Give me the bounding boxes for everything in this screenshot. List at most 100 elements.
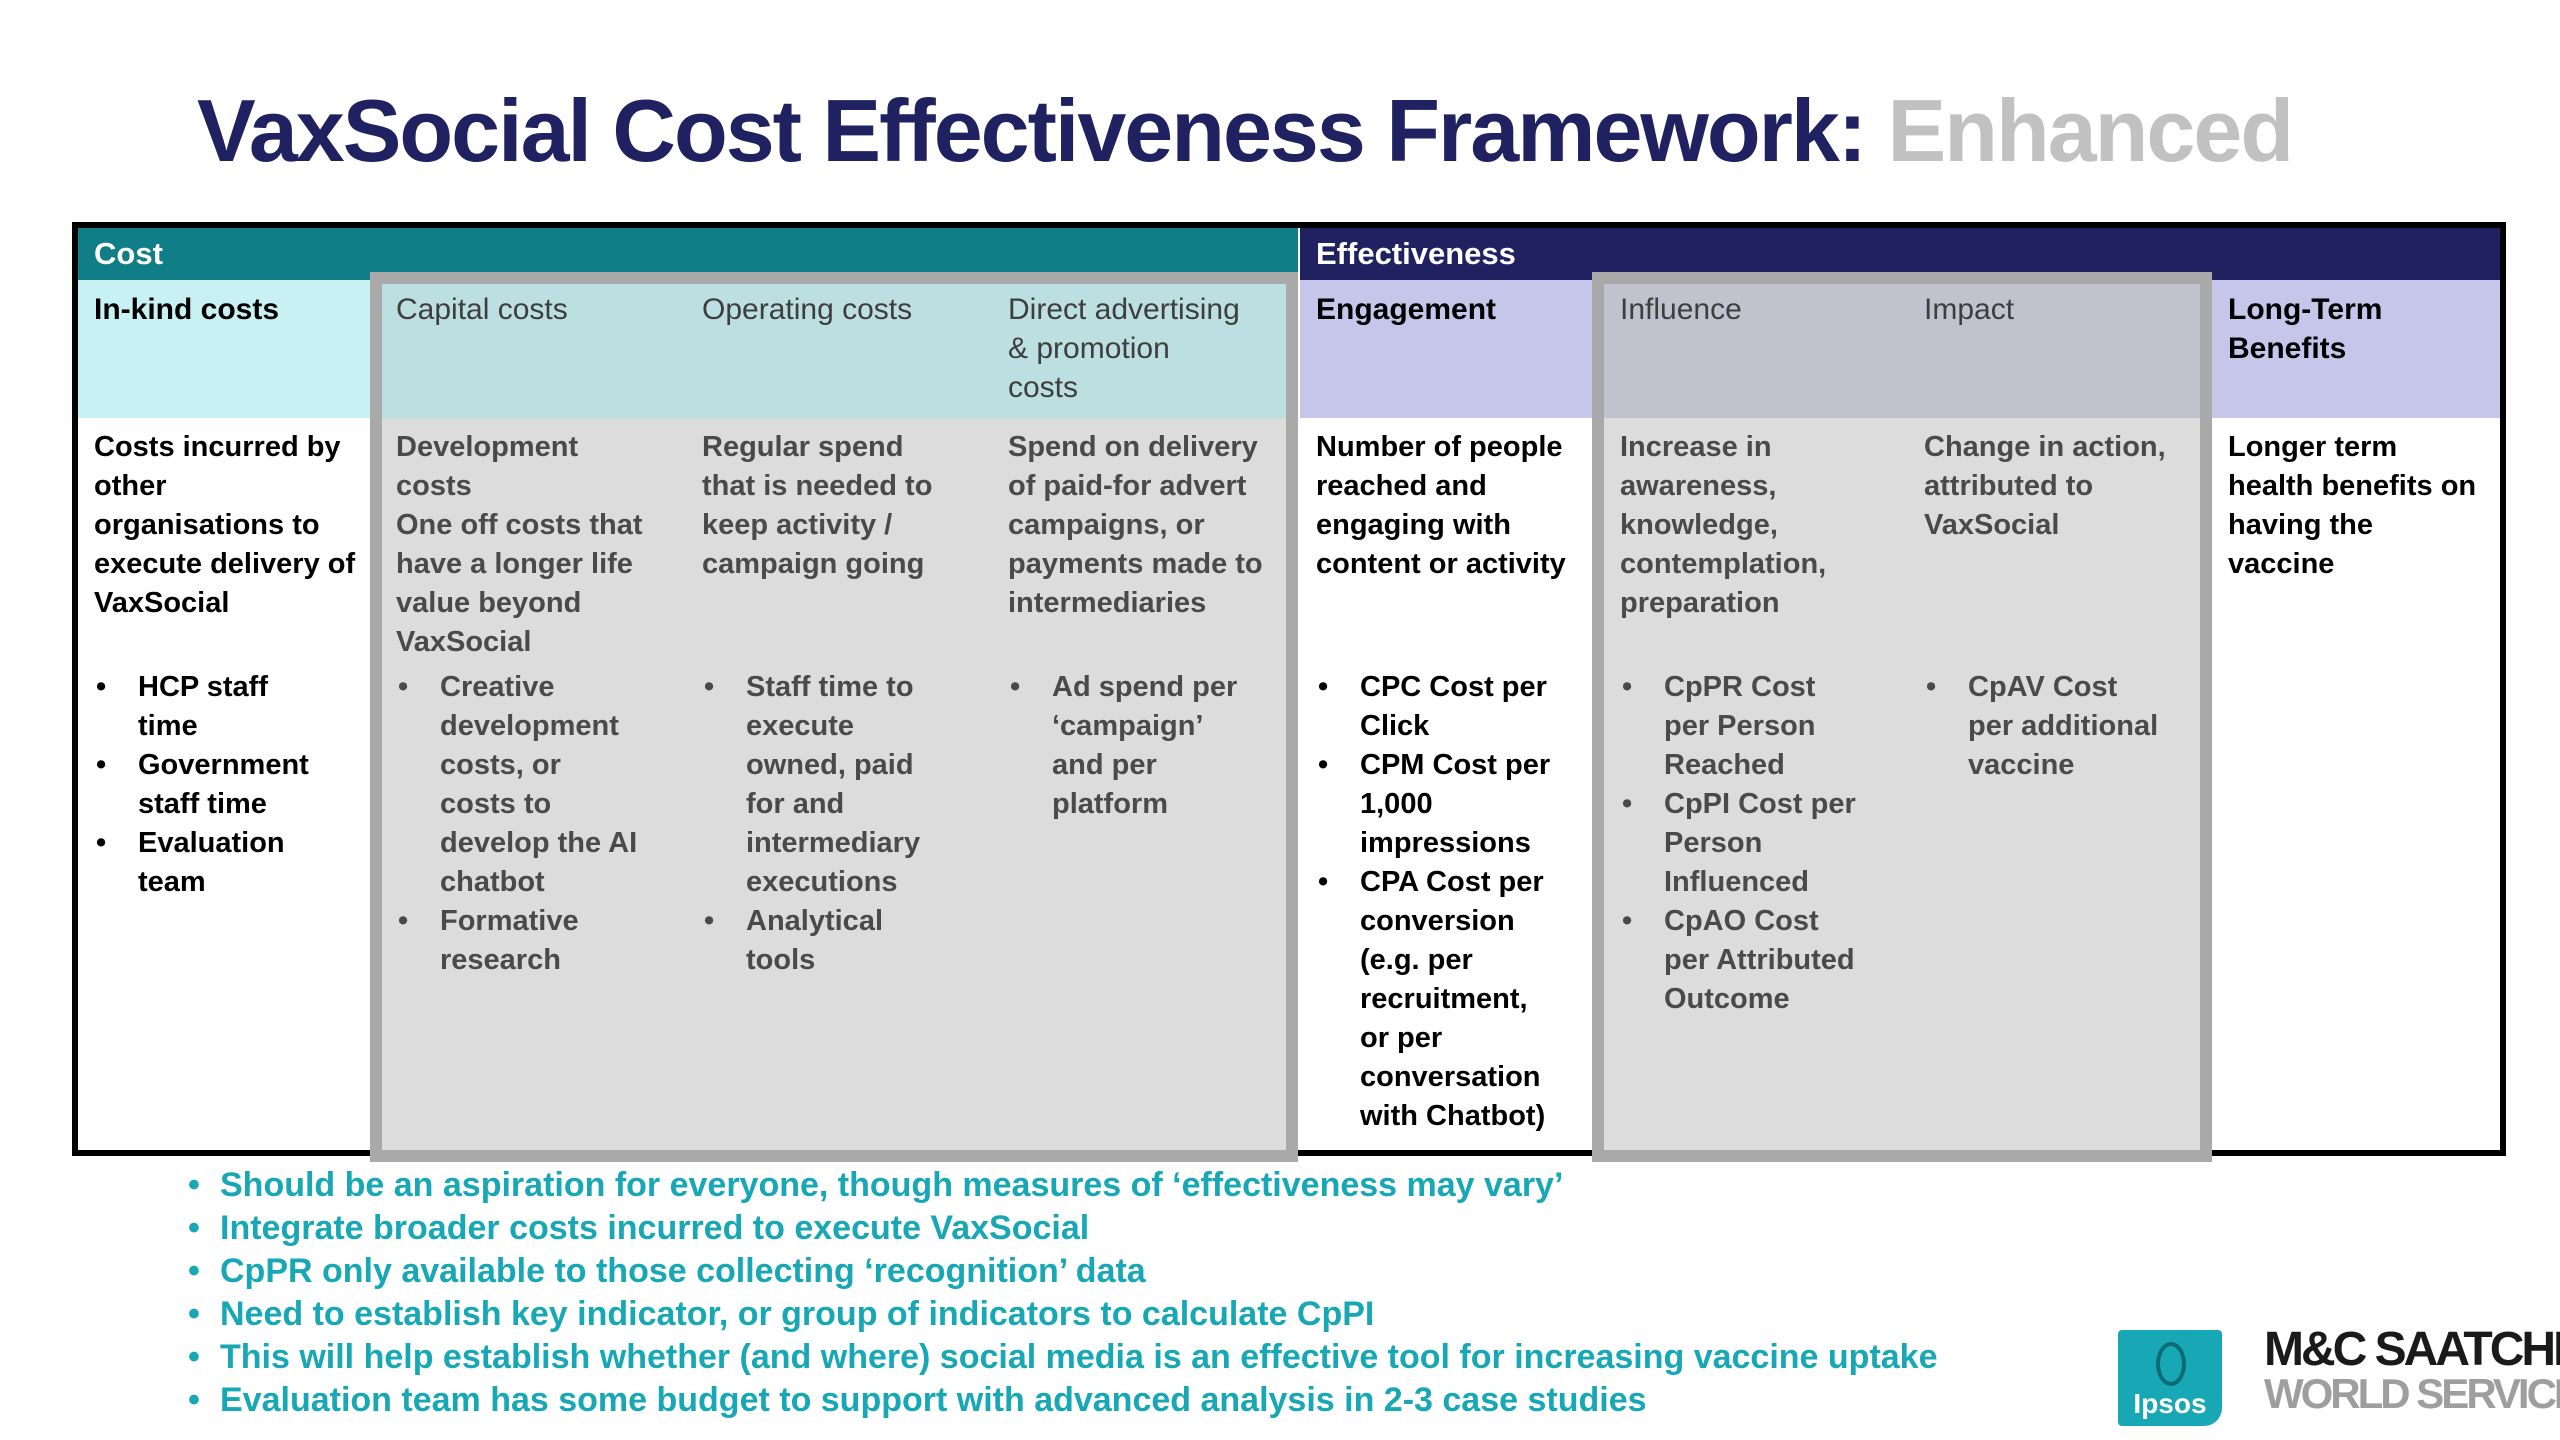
column-operating-costs: Operating costs Regular spend that is ne… (686, 280, 992, 1150)
note-item: Should be an aspiration for everyone, th… (180, 1164, 1938, 1207)
header-line: In-kind costs (94, 293, 280, 326)
column-in-kind-costs: In-kind costs Costs incurred by other or… (78, 280, 380, 1150)
column-direct-advertising: Direct advertising & promotion costs Spe… (992, 280, 1298, 1150)
column-header: Capital costs (380, 280, 686, 418)
cost-band: Cost (78, 228, 1298, 280)
definition-line: payments made to (1008, 548, 1263, 580)
definition-line: content or activity (1316, 548, 1566, 580)
ipsos-logo: Ipsos (2118, 1330, 2222, 1426)
header-line: Benefits (2228, 332, 2347, 365)
column-definition: Regular spend that is needed to keep act… (686, 418, 992, 662)
column-header: Impact (1908, 280, 2212, 418)
framework-table: Cost Effectiveness In-kind costs Costs i… (72, 222, 2506, 1156)
definition-line: health benefits on (2228, 470, 2477, 502)
column-definition: Number of people reached and engaging wi… (1300, 418, 1604, 662)
column-header: Direct advertising & promotion costs (992, 280, 1298, 418)
definition-line: execute delivery of (94, 548, 356, 580)
column-definition: Development costs One off costs that hav… (380, 418, 686, 662)
definition-line: VaxSocial (396, 626, 532, 658)
title-accent: Enhanced (1887, 81, 2295, 180)
definition-line: Spend on delivery (1008, 431, 1258, 463)
definition-line: Longer term (2228, 431, 2398, 463)
header-line: Influence (1620, 293, 1742, 326)
ipsos-wordmark: Ipsos (2133, 1388, 2207, 1419)
note-item: Need to establish key indicator, or grou… (180, 1293, 1938, 1336)
saatchi-line-2: WORLD SERVICES (2264, 1370, 2560, 1417)
column-definition: Spend on delivery of paid-for advert cam… (992, 418, 1298, 662)
definition-line: knowledge, (1620, 509, 1778, 541)
definition-line: have a longer life (396, 548, 633, 580)
definition-line: value beyond (396, 587, 582, 619)
column-definition: Increase in awareness, knowledge, contem… (1604, 418, 1908, 662)
definition-line: costs (396, 470, 472, 502)
header-line: Long-Term (2228, 293, 2383, 326)
header-line: Direct advertising (1008, 293, 1240, 326)
column-long-term-benefits: Long-Term Benefits Longer term health be… (2212, 280, 2500, 1150)
note-item: Integrate broader costs incurred to exec… (180, 1207, 1938, 1250)
mc-saatchi-logo: M&C SAATCHI WORLD SERVICES (2264, 1323, 2560, 1417)
definition-line: VaxSocial (1924, 509, 2060, 541)
definition-line: VaxSocial (94, 587, 230, 619)
note-item: Evaluation team has some budget to suppo… (180, 1379, 1938, 1422)
ipsos-mark-icon (2156, 1342, 2186, 1386)
title-main: VaxSocial Cost Effectiveness Framework: (197, 81, 1867, 180)
column-header: Long-Term Benefits (2212, 280, 2500, 418)
header-line: costs (1008, 371, 1079, 404)
definition-line: Development (396, 431, 579, 463)
definition-line: One off costs that (396, 509, 643, 541)
definition-line: engaging with (1316, 509, 1511, 541)
definition-line: Regular spend (702, 431, 904, 463)
definition-line: Number of people (1316, 431, 1563, 463)
saatchi-line-1: M&C SAATCHI (2264, 1323, 2560, 1376)
column-definition: Longer term health benefits on having th… (2212, 418, 2500, 662)
header-line: & promotion (1008, 332, 1170, 365)
definition-line: other (94, 470, 167, 502)
column-capital-costs: Capital costs Development costs One off … (380, 280, 686, 1150)
definition-line: awareness, (1620, 470, 1777, 502)
definition-line: contemplation, (1620, 548, 1827, 580)
page-title: VaxSocial Cost Effectiveness Framework: … (197, 80, 2295, 182)
column-definition: Change in action, attributed to VaxSocia… (1908, 418, 2212, 662)
effectiveness-band: Effectiveness (1300, 228, 2500, 280)
definition-line: keep activity / (702, 509, 893, 541)
definition-line: reached and (1316, 470, 1487, 502)
column-impact: Impact Change in action, attributed to V… (1908, 280, 2212, 1150)
column-header: Engagement (1300, 280, 1604, 418)
header-line: Capital costs (396, 293, 568, 326)
column-engagement: Engagement Number of people reached and … (1300, 280, 1604, 1150)
definition-line: attributed to (1924, 470, 2094, 502)
definition-line: intermediaries (1008, 587, 1207, 619)
note-item: CpPR only available to those collecting … (180, 1250, 1938, 1293)
header-line: Impact (1924, 293, 2015, 326)
definition-line: campaigns, or (1008, 509, 1205, 541)
definition-line: preparation (1620, 587, 1780, 619)
definition-line: having the vaccine (2228, 509, 2374, 580)
column-header: Operating costs (686, 280, 992, 418)
note-item: This will help establish whether (and wh… (180, 1336, 1938, 1379)
notes-list: Should be an aspiration for everyone, th… (180, 1164, 1938, 1422)
definition-line: of paid-for advert (1008, 470, 1247, 502)
column-influence: Influence Increase in awareness, knowled… (1604, 280, 1908, 1150)
definition-line: Costs incurred by (94, 431, 341, 463)
column-definition: Costs incurred by other organisations to… (78, 418, 380, 662)
column-header: Influence (1604, 280, 1908, 418)
